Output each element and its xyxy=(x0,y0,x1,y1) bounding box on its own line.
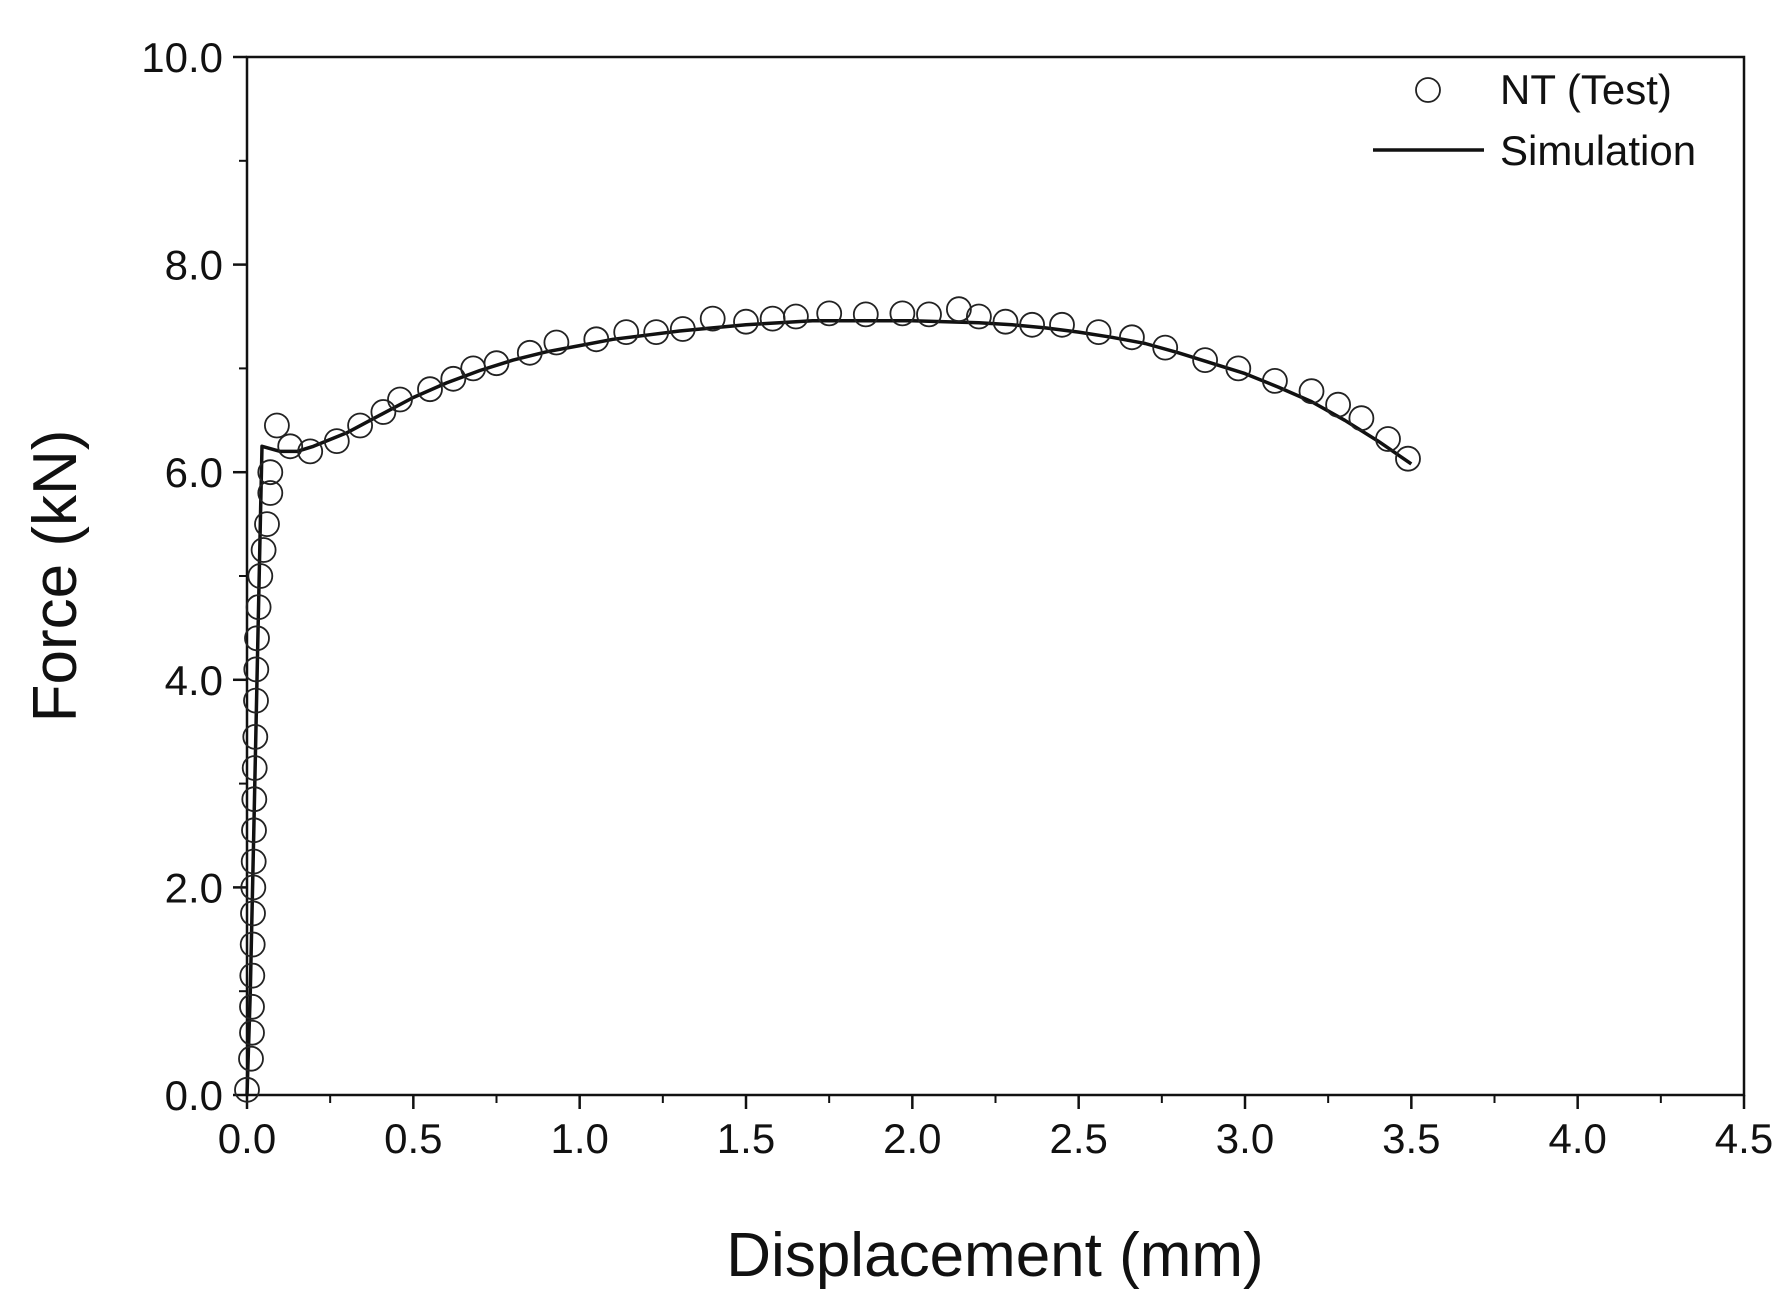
test-data-point xyxy=(417,376,443,403)
test-data-point xyxy=(669,316,696,342)
x-tick-label: 2.0 xyxy=(883,1115,941,1162)
test-data-point xyxy=(1225,355,1252,382)
test-data-point xyxy=(241,786,268,813)
y-axis-title: Force (kN) xyxy=(21,430,90,723)
test-data-point xyxy=(733,308,759,335)
test-data-point xyxy=(387,386,413,413)
test-data-point xyxy=(1395,445,1421,472)
legend-marker-test xyxy=(1415,77,1441,103)
test-data-point xyxy=(257,480,284,506)
test-data-point xyxy=(1019,311,1045,338)
test-data-point xyxy=(992,308,1019,335)
x-tick-label: 2.5 xyxy=(1049,1115,1107,1162)
x-tick-label: 0.0 xyxy=(218,1115,276,1162)
test-data-point xyxy=(613,319,640,346)
test-data-point xyxy=(1085,319,1112,346)
series-layer xyxy=(234,296,1421,1103)
test-data-point xyxy=(241,817,267,844)
test-data-point xyxy=(244,625,270,652)
x-tick-label: 1.5 xyxy=(717,1115,775,1162)
test-data-point xyxy=(889,300,916,327)
test-data-point xyxy=(323,428,350,455)
test-data-point xyxy=(1152,334,1179,361)
test-data-point xyxy=(583,326,610,353)
test-data-point xyxy=(759,305,786,332)
test-data-point xyxy=(297,438,324,465)
simulation-series-line xyxy=(245,318,1413,1096)
plot-frame xyxy=(245,55,1746,1097)
x-axis-title: Displacement (mm) xyxy=(726,1221,1263,1290)
test-data-point xyxy=(1325,391,1351,418)
test-data-point xyxy=(238,1045,264,1072)
test-data-point xyxy=(234,1076,260,1103)
test-data-point xyxy=(516,339,543,366)
test-data-point xyxy=(241,755,268,781)
test-data-point xyxy=(643,319,670,346)
test-data-point xyxy=(243,687,269,714)
legend-label-test: NT (Test) xyxy=(1500,66,1672,113)
test-data-point xyxy=(257,459,284,486)
test-data-point xyxy=(239,993,265,1020)
x-axis-ticks: 0.0 0.5 1.0 1.5 2.0 2.5 3.0 3.5 4.0 4.5 xyxy=(218,1095,1773,1162)
test-data-point xyxy=(1119,324,1145,351)
test-data-point xyxy=(699,305,726,332)
test-data-point xyxy=(1262,367,1288,394)
x-tick-label: 4.5 xyxy=(1715,1115,1773,1162)
y-tick-label: 8.0 xyxy=(165,242,223,289)
test-data-point xyxy=(242,724,269,750)
test-data-point xyxy=(483,350,510,377)
y-tick-label: 4.0 xyxy=(165,657,223,704)
test-data-point xyxy=(254,511,280,537)
x-tick-label: 3.0 xyxy=(1216,1115,1274,1162)
test-data-point xyxy=(239,931,266,958)
x-tick-label: 0.5 xyxy=(384,1115,442,1162)
test-data-point xyxy=(966,303,992,330)
x-tick-label: 4.0 xyxy=(1548,1115,1606,1162)
test-data-point xyxy=(1298,378,1325,405)
legend-label-simulation: Simulation xyxy=(1500,127,1696,174)
test-data-point xyxy=(240,900,266,927)
test-data-point xyxy=(543,329,570,356)
x-tick-label: 3.5 xyxy=(1382,1115,1440,1162)
y-axis-ticks: 0.0 2.0 4.0 6.0 8.0 10.0 xyxy=(141,34,247,1119)
x-tick-label: 1.0 xyxy=(550,1115,608,1162)
test-data-point xyxy=(239,1019,265,1046)
test-data-point xyxy=(1192,347,1218,374)
test-data-point xyxy=(243,656,270,683)
y-tick-label: 2.0 xyxy=(165,864,223,911)
test-data-point xyxy=(263,412,290,439)
y-tick-label: 10.0 xyxy=(141,34,223,81)
test-data-point xyxy=(946,296,972,323)
test-data-point xyxy=(347,412,374,439)
y-tick-label: 0.0 xyxy=(165,1072,223,1119)
test-data-point xyxy=(239,962,266,989)
test-data-point xyxy=(250,537,277,563)
legend: NT (Test) Simulation xyxy=(1373,66,1696,174)
test-data-point xyxy=(1348,405,1375,432)
test-data-point xyxy=(783,303,809,330)
test-data-point xyxy=(277,433,304,460)
test-data-point xyxy=(852,301,879,328)
test-data-point xyxy=(240,848,267,875)
test-data-point xyxy=(247,563,274,589)
test-data-point xyxy=(440,365,467,392)
test-data-point xyxy=(816,300,843,327)
test-data-point xyxy=(370,399,397,425)
y-tick-label: 6.0 xyxy=(165,449,223,496)
test-data-point xyxy=(1375,426,1401,452)
test-data-point xyxy=(1049,311,1075,338)
test-data-point xyxy=(245,594,272,620)
test-data-point xyxy=(240,874,267,901)
test-data-point xyxy=(916,301,942,328)
